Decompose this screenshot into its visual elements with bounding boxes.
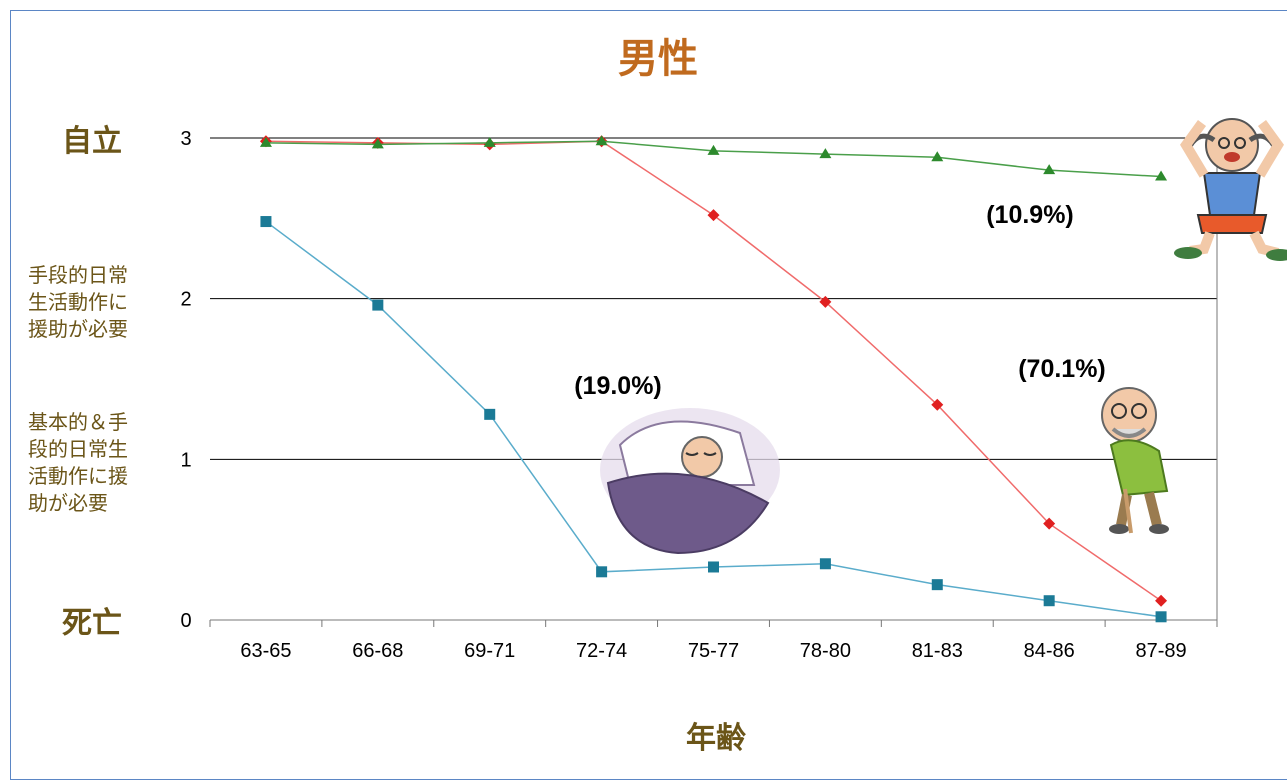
x-tick-label: 63-65 (240, 640, 291, 662)
data-point-diamond (707, 209, 720, 222)
data-point-square (260, 216, 272, 228)
data-point-triangle (483, 136, 496, 147)
annotation-green: (10.9%) (986, 201, 1074, 229)
y-description-line: 助が必要 (28, 491, 108, 516)
data-point-triangle (259, 136, 272, 147)
data-point-square (596, 566, 608, 578)
y-description-line: 手段的日常 (28, 263, 128, 288)
data-point-square (484, 408, 496, 420)
chart-title: 男性 (618, 36, 698, 82)
x-axis-title: 年齢 (686, 721, 746, 756)
x-tick-label: 66-68 (352, 640, 403, 662)
data-point-diamond (1155, 594, 1168, 607)
elderly-man-with-cane-illustration (1101, 387, 1169, 534)
annotation-red: (70.1%) (1018, 355, 1106, 383)
y-description-line: 生活動作に (28, 290, 128, 315)
y-category-label: 自立 (62, 124, 122, 159)
data-point-diamond (819, 295, 832, 308)
data-point-triangle (819, 148, 832, 159)
data-point-triangle (707, 144, 720, 155)
x-tick-label: 81-83 (912, 640, 963, 662)
data-point-triangle (1155, 170, 1168, 181)
y-tick-label: 1 (180, 449, 191, 471)
y-category-label: 死亡 (62, 606, 122, 641)
y-description-label: 基本的＆手 段的日常生 活動作に援 助が必要 (28, 409, 128, 517)
data-point-diamond (931, 398, 944, 411)
x-tick-label: 69-71 (464, 640, 515, 662)
data-point-square (1155, 611, 1167, 623)
x-tick-label: 78-80 (800, 640, 851, 662)
annotation-blue: (19.0%) (574, 372, 662, 400)
y-description-line: 援助が必要 (28, 317, 128, 342)
y-description-line: 段的日常生 (28, 437, 128, 462)
data-point-square (819, 558, 831, 570)
data-point-square (372, 299, 384, 311)
energetic-elderly-man-illustration (1174, 118, 1287, 261)
x-tick-label: 84-86 (1024, 640, 1075, 662)
plot-area: 0 1 2 3 63-65 66-68 69-71 72-74 75-77 78-80 81-83 8… (180, 128, 1218, 662)
data-point-square (1043, 595, 1055, 607)
data-point-triangle (371, 138, 384, 149)
x-tick-label: 72-74 (576, 640, 627, 662)
data-point-triangle (595, 135, 608, 146)
data-point-triangle (1043, 164, 1056, 175)
y-tick-label: 2 (180, 289, 191, 311)
y-tick-label: 0 (180, 610, 191, 632)
x-tick-label: 75-77 (688, 640, 739, 662)
y-description-line: 活動作に援 (28, 464, 128, 489)
x-tick-label: 87-89 (1135, 640, 1186, 662)
y-description-line: 基本的＆手 (28, 410, 128, 435)
y-tick-label: 3 (180, 128, 191, 150)
y-description-label: 手段的日常 生活動作に 援助が必要 (28, 262, 128, 343)
data-point-triangle (931, 151, 944, 162)
data-point-diamond (1043, 517, 1056, 530)
data-point-square (708, 561, 719, 573)
data-point-square (931, 579, 943, 591)
bedridden-elderly-man-illustration (600, 408, 780, 555)
